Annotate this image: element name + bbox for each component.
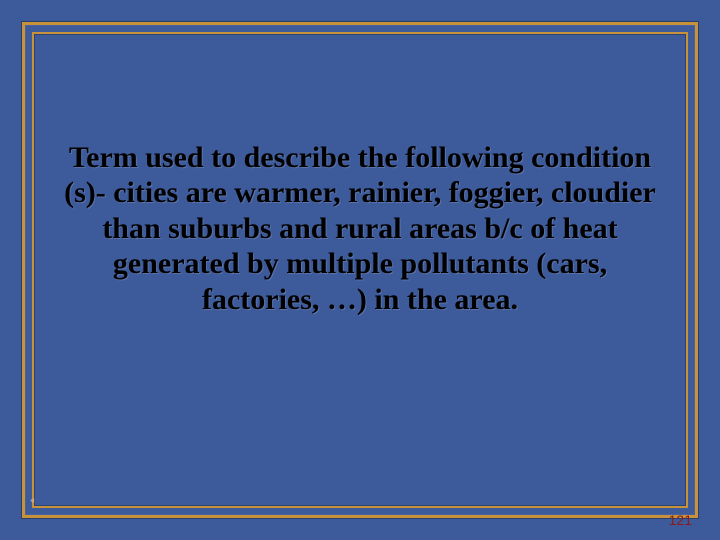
slide-body-text: Term used to describe the following cond… <box>60 140 660 317</box>
corner-mark-icon: « <box>30 496 40 506</box>
slide-number: 121 <box>669 512 692 528</box>
